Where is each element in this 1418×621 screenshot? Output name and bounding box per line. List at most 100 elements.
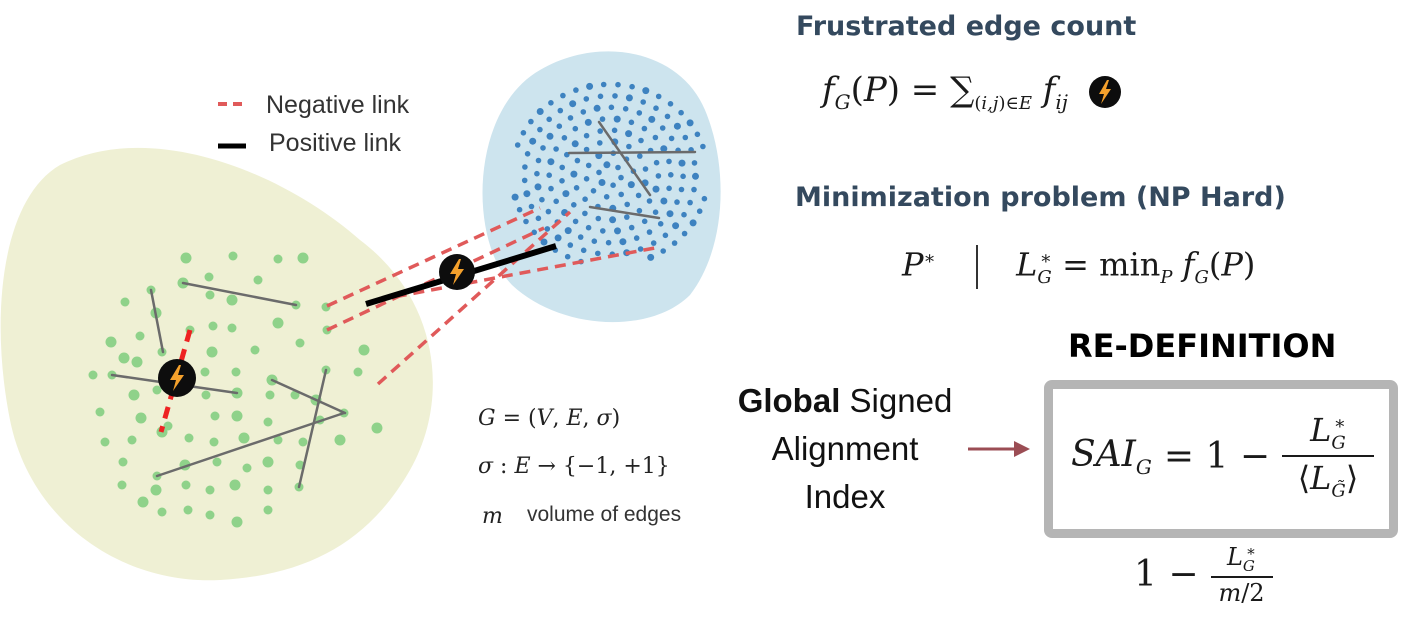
graph-node [682,134,689,141]
graph-node [672,222,680,230]
graph-node [297,252,309,264]
graph-definition: G = (V, E, σ) σ : E → {−1, +1} m [478,406,670,529]
graph-node [548,185,554,192]
graph-node [520,130,527,136]
minimization-heading: Minimization problem (NP Hard) [795,182,1286,213]
intra-edge [588,205,661,220]
graph-node [618,174,624,181]
graph-node [181,480,191,490]
graph-node [105,336,117,348]
graph-node [673,122,681,130]
alignment-word: Alignment [771,430,919,467]
lightning-bolt-icon [158,359,196,397]
graph-node [128,389,140,401]
graph-node [553,198,559,205]
graph-node [205,510,215,520]
signed-word: Signed [840,382,953,419]
graph-node [586,82,594,90]
frustrated-negative-link [158,329,193,433]
graph-node [206,346,218,358]
graph-node [678,159,686,167]
graph-node [120,297,130,307]
graph-node [127,435,137,445]
graph-node [152,385,162,395]
graph-node [641,125,648,132]
graph-tuple-formula: G = (V, E, σ) [478,406,620,431]
graph-node [583,176,590,182]
graph-node [624,214,630,220]
graph-node [637,153,643,159]
lightning-bolt-icon [1088,76,1121,108]
graph-node [577,234,584,240]
graph-node [680,173,686,180]
graph-node [668,135,675,142]
graph-node [228,251,238,261]
graph-node [205,290,215,300]
graph-node [516,206,523,213]
graph-node [583,146,590,153]
volume-label: volume of edges [527,503,682,526]
graph-node [600,228,606,234]
graph-node [553,146,559,152]
graph-node [201,390,211,400]
graph-node [358,344,370,356]
graph-node [529,137,537,145]
graph-node [574,157,581,164]
graph-node [117,480,127,490]
graph-node [183,505,193,515]
graph-node [584,118,592,126]
graph-node [636,207,643,214]
graph-node [603,194,610,200]
graph-node [610,182,616,188]
graph-node [540,145,546,151]
graph-node [582,196,588,202]
graph-node [642,166,649,172]
graph-node [100,437,110,447]
graph-node [622,106,629,112]
graph-node [298,437,308,447]
graph-node [598,179,606,186]
graph-node [262,456,274,468]
graph-node [611,127,618,134]
graph-node [700,143,706,150]
lightning-bolt-icon [439,254,475,290]
graph-node [618,191,624,198]
graph-node [686,119,694,127]
graph-node [562,190,570,198]
graph-node [571,140,579,148]
graph-node [567,242,574,248]
graph-node [603,161,611,169]
graph-node [624,201,630,208]
graph-node [585,162,592,169]
graph-node [511,193,519,201]
graph-node [564,227,572,235]
graph-node [95,407,105,417]
minimization-formula: P∗ LG∗ = minP fG(P) [902,245,1256,289]
graph-node [514,142,521,148]
graph-node [523,190,531,198]
graph-node [521,177,528,184]
graph-node [667,101,674,107]
graph-node [678,109,684,116]
graph-node [660,248,666,254]
graph-node [547,158,555,166]
graph-node [118,457,128,467]
right-cluster-blob [482,51,721,323]
negative-link [376,210,572,386]
graph-node [554,234,562,242]
graph-node [546,132,554,140]
graph-node [692,172,699,180]
graph-node [567,115,574,121]
graph-node [590,188,597,194]
graph-node [137,496,149,508]
negative-link [326,206,541,308]
graph-node [534,170,540,177]
sai-formula-box: SAIG = 1 − LG∗ ⟨LG̃⟩ [1044,380,1398,538]
graph-node [641,218,648,225]
graph-node [582,210,588,217]
graph-node [263,505,273,515]
graph-node [536,108,544,115]
graph-node [614,227,621,235]
index-word: Index [804,478,886,515]
